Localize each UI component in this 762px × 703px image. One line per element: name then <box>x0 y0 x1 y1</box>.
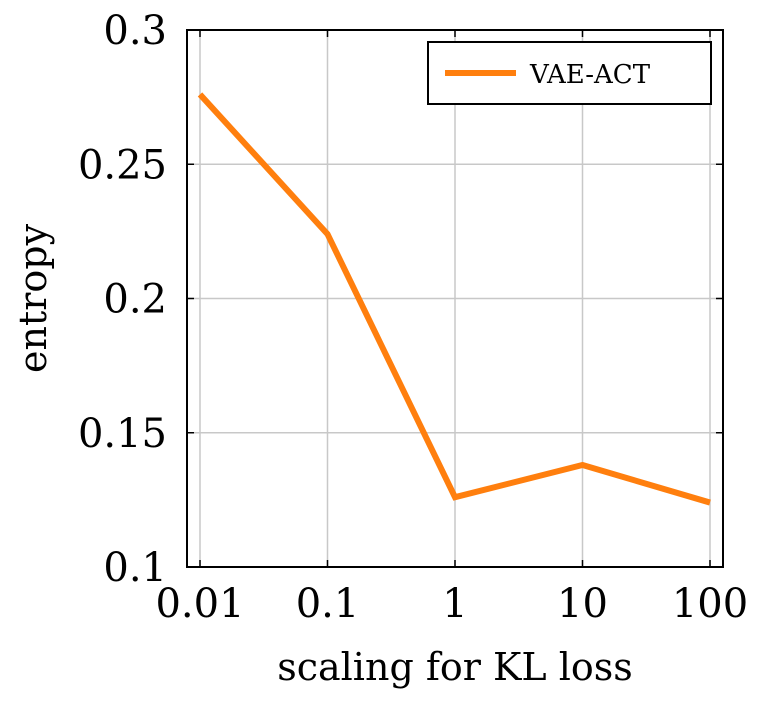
y-axis-label: entropy <box>11 223 55 373</box>
x-tick-label-3: 10 <box>557 581 608 627</box>
legend-label-vae-act: VAE-ACT <box>529 60 651 90</box>
axis-ticks <box>187 29 723 568</box>
x-tick-label-0: 0.01 <box>155 581 244 627</box>
x-tick-label-1: 0.1 <box>296 581 360 627</box>
y-tick-label-3: 0.25 <box>78 142 167 188</box>
x-tick-label-4: 100 <box>672 581 748 627</box>
grid-lines <box>187 29 723 568</box>
y-tick-label-1: 0.15 <box>78 411 167 457</box>
legend: VAE-ACT <box>427 41 712 105</box>
x-axis-label: scaling for KL loss <box>277 645 633 689</box>
y-tick-label-4: 0.3 <box>103 8 167 54</box>
series-lines <box>197 92 711 506</box>
y-tick-label-2: 0.2 <box>103 277 167 323</box>
y-tick-label-0: 0.1 <box>103 545 167 591</box>
x-tick-label-2: 1 <box>442 581 467 627</box>
